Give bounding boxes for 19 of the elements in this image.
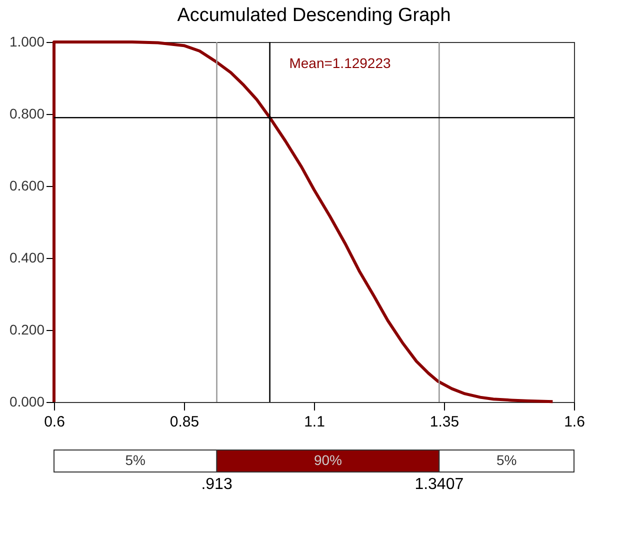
text: .913	[201, 476, 232, 493]
text: 5%	[496, 452, 517, 468]
x-tick-label: 1.1	[304, 414, 325, 430]
y-tick-label: 0.600	[9, 178, 45, 194]
line-series	[52, 40, 554, 404]
text: 1.3407	[414, 476, 464, 493]
y-tick-label: 0.200	[9, 322, 45, 338]
chart-title: Accumulated Descending Graph	[177, 5, 451, 26]
text: 90%	[314, 452, 342, 468]
x-tick-label: 0.85	[170, 414, 200, 430]
y-tick-label: 1.000	[9, 34, 45, 50]
y-tick-label: 0.400	[9, 250, 45, 266]
text: 5%	[125, 452, 146, 468]
y-tick-label: 0.000	[9, 394, 45, 410]
y-tick-label: 0.800	[9, 106, 45, 122]
annotation: Mean=1.129223	[289, 55, 392, 71]
x-tick-label: 0.6	[44, 414, 65, 430]
x-tick-label: 1.35	[430, 414, 460, 430]
x-tick-label: 1.6	[564, 414, 585, 430]
